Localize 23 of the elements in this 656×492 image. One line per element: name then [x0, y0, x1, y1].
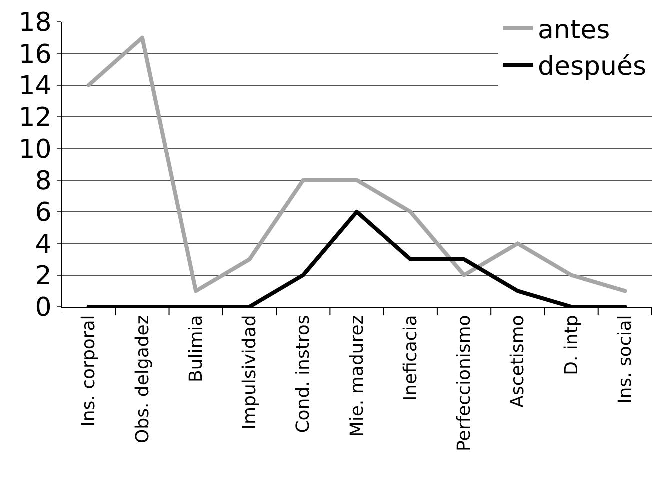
legend-label: antes [538, 15, 610, 46]
y-tick-label: 0 [35, 293, 52, 324]
x-tick-label: Ascetismo [508, 315, 529, 408]
y-tick-label: 2 [35, 261, 52, 292]
y-tick-label: 6 [35, 198, 52, 228]
x-tick-label: Mie. madurez [346, 315, 368, 438]
y-tick-label: 18 [18, 8, 52, 38]
x-tick-label: Ineficacia [400, 315, 422, 402]
y-tick-label: 14 [18, 71, 52, 102]
y-tick-label: 12 [18, 103, 52, 134]
x-tick-label: Cond. instros [293, 315, 314, 434]
y-tick-label: 8 [35, 166, 52, 196]
x-tick-label: Obs. delgadez [132, 315, 154, 444]
x-tick-label: Perfeccionismo [454, 315, 476, 452]
y-tick-label: 10 [18, 134, 52, 165]
x-tick-label: Ins. social [615, 315, 636, 404]
x-tick-label: Ins. corporal [78, 315, 100, 427]
x-tick-label: Impulsividad [240, 315, 261, 430]
y-tick-label: 4 [35, 230, 52, 260]
legend-label: después [538, 52, 647, 82]
y-tick-label: 16 [18, 40, 52, 70]
x-tick-label: Bulimia [186, 315, 207, 383]
x-tick-label: D. intp [561, 315, 582, 376]
